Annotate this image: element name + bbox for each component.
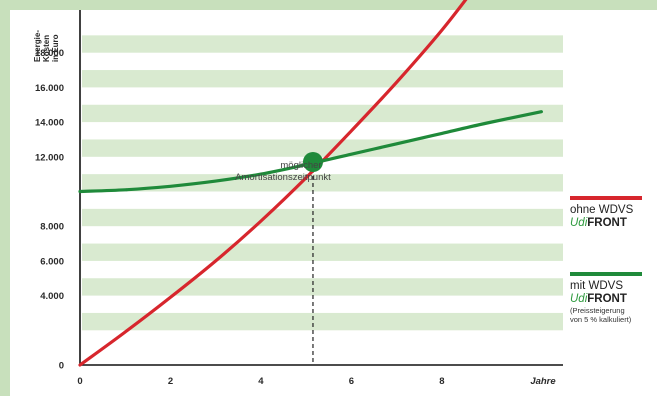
y-tick-label: 6.000: [40, 256, 64, 267]
x-tick-label: 8: [439, 376, 444, 387]
x-tick-label: 6: [349, 376, 354, 387]
brand-udi: Udi: [570, 217, 588, 229]
legend-mit: mit WDVS UdiFRONT (Preissteigerung von 5…: [570, 272, 642, 324]
grid-band: [82, 174, 563, 192]
legend-mit-swatch: [570, 272, 642, 276]
y-tick-label: 16.000: [35, 83, 64, 94]
grid-band: [82, 243, 563, 261]
grid-bands: [82, 35, 563, 331]
x-tick-label: 0: [77, 376, 82, 387]
grid-band: [82, 70, 563, 88]
frame-left-strip: [0, 0, 10, 396]
brand-front: FRONT: [587, 293, 627, 305]
brand-udi: Udi: [570, 293, 588, 305]
legend-mit-label: mit WDVS: [570, 280, 624, 292]
grid-band: [82, 278, 563, 296]
legend-ohne: ohne WDVS UdiFRONT: [570, 196, 642, 230]
series-line-ohne: [78, 0, 468, 367]
grid-band: [82, 312, 563, 331]
y-tick-label: 14.000: [35, 118, 64, 129]
annotation-line: Amortisationszeitpunkt: [235, 172, 331, 183]
x-ticks: 0 2 4 6 8: [77, 376, 444, 387]
y-tick-label: 4.000: [40, 291, 64, 302]
amortization-marker: [302, 152, 323, 173]
legend-ohne-brand: UdiFRONT: [570, 217, 642, 230]
y-axis-label-line: in Euro: [51, 34, 60, 62]
legend-mit-note-1: (Preissteigerung: [570, 306, 625, 315]
x-axis-label: Jahre: [530, 376, 556, 387]
x-tick-label: 2: [168, 376, 173, 387]
brand-front: FRONT: [587, 217, 627, 229]
x-tick-label: 4: [258, 376, 264, 387]
y-ticks: 0 4.000 6.000 8.000 12.000 14.000 16.000 18.000: [35, 48, 64, 371]
y-axis-label-line: Energie-: [33, 30, 42, 62]
legend-mit-note-2: von 5 % kalkuliert): [570, 315, 632, 324]
legend-ohne-swatch: [570, 196, 642, 200]
grid-band: [82, 104, 563, 123]
grid-band: [82, 139, 563, 157]
legend-mit-brand: UdiFRONT: [570, 293, 642, 306]
y-axis-label: Energie- Kosten in Euro: [33, 30, 60, 62]
grid-band: [82, 35, 563, 53]
y-tick-label: 8.000: [40, 222, 64, 233]
legend-ohne-label: ohne WDVS: [570, 204, 634, 216]
grid-band: [82, 208, 563, 227]
y-tick-label: 18.000: [35, 48, 64, 59]
frame-top-strip: [0, 0, 657, 10]
annotation-line: möglicher: [280, 160, 321, 171]
y-tick-label: 0: [59, 361, 64, 372]
y-tick-label: 12.000: [35, 152, 64, 163]
y-axis-label-line: Kosten: [42, 35, 51, 62]
